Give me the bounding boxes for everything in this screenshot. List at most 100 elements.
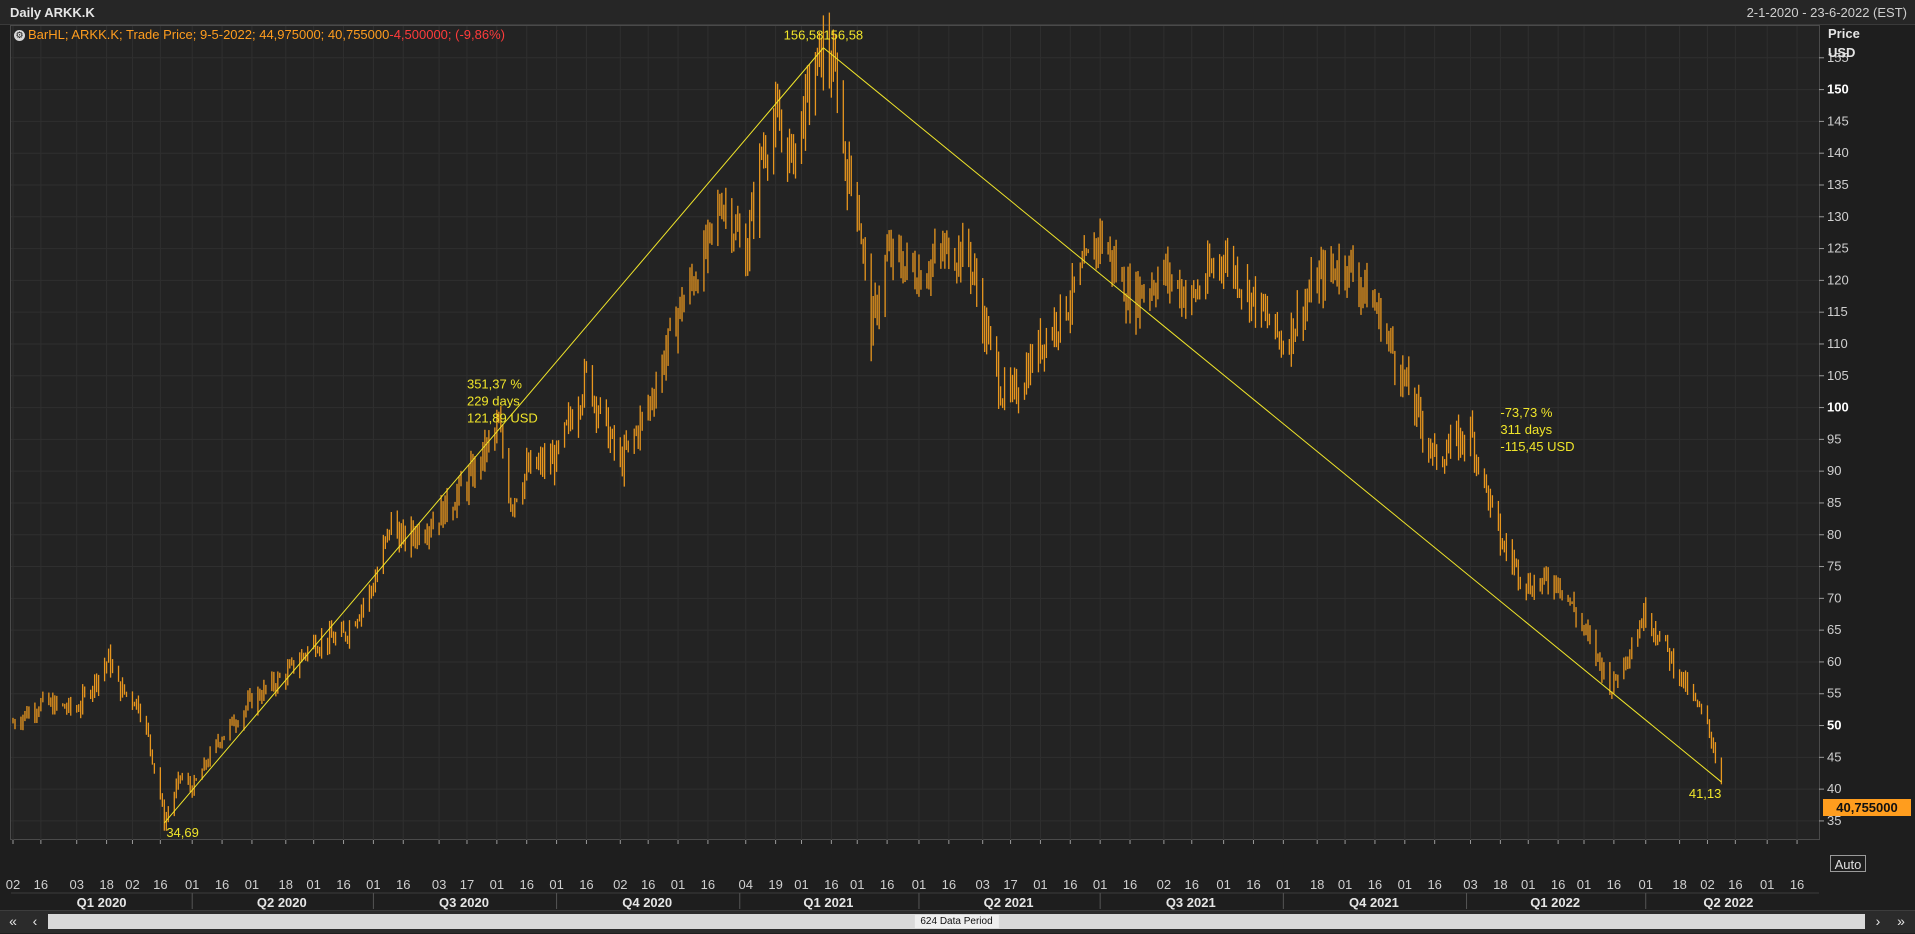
y-tick-label: 100	[1827, 400, 1849, 415]
y-tick-label: 140	[1827, 145, 1849, 160]
x-tick-label: 16	[942, 877, 956, 892]
x-tick-label: 01	[306, 877, 320, 892]
double-chevron-right-icon[interactable]: »	[1897, 913, 1905, 929]
x-tick-label: 01	[1577, 877, 1591, 892]
x-tick-label: 16	[579, 877, 593, 892]
x-tick-label: 18	[1310, 877, 1324, 892]
y-tick-label: 120	[1827, 272, 1849, 287]
chevron-left-icon[interactable]: ‹	[32, 913, 38, 929]
x-tick-label: 01	[1760, 877, 1774, 892]
x-tick-label: 16	[1368, 877, 1382, 892]
y-tick-label: 125	[1827, 241, 1849, 256]
x-tick-label: 01	[549, 877, 563, 892]
x-tick-label: 17	[460, 877, 474, 892]
last-price-marker: 40,755000	[1823, 799, 1911, 816]
y-axis-unit-price: Price	[1828, 26, 1860, 41]
measure-annotation: -73,73 %	[1500, 405, 1552, 420]
x-tick-label: 01	[1216, 877, 1230, 892]
x-tick-label: 16	[1551, 877, 1565, 892]
quarter-label: Q4 2021	[1349, 895, 1399, 910]
trend-line	[163, 47, 824, 824]
y-tick-label: 65	[1827, 622, 1841, 637]
quarter-label: Q3 2020	[439, 895, 489, 910]
y-tick-label: 35	[1827, 813, 1841, 828]
y-tick-label: 40	[1827, 781, 1841, 796]
x-tick-label: 16	[641, 877, 655, 892]
price-annotation: 34,69	[166, 825, 199, 840]
x-tick-label: 16	[1246, 877, 1260, 892]
series-legend[interactable]: ⚙ BarHL; ARKK.K; Trade Price; 9-5-2022; 4…	[14, 27, 505, 42]
price-chart[interactable]: 35 40 45 50 55 60 65 70 75 80 85 90 95 100 105 110 115 12…	[0, 0, 1915, 910]
x-tick-label: 03	[432, 877, 446, 892]
x-tick-label: 16	[215, 877, 229, 892]
y-tick-label: 90	[1827, 463, 1841, 478]
x-tick-label: 01	[245, 877, 259, 892]
measure-annotation: 121,89 USD	[467, 410, 538, 425]
x-tick-label: 16	[1427, 877, 1441, 892]
x-tick-label: 03	[1463, 877, 1477, 892]
quarter-label: Q2 2020	[257, 895, 307, 910]
chevron-right-icon[interactable]: ›	[1875, 913, 1881, 929]
y-tick-label: 150	[1827, 82, 1849, 97]
y-tick-label: 55	[1827, 686, 1841, 701]
x-tick-label: 16	[1790, 877, 1804, 892]
x-tick-label: 18	[279, 877, 293, 892]
x-tick-label: 01	[850, 877, 864, 892]
legend-text: BarHL; ARKK.K; Trade Price; 9-5-2022; 44…	[28, 27, 390, 42]
plot-area[interactable]	[10, 25, 1820, 840]
y-tick-label: 115	[1827, 304, 1848, 319]
x-tick-label: 03	[69, 877, 83, 892]
trend-line	[823, 47, 1722, 783]
y-tick-label: 80	[1827, 527, 1841, 542]
x-tick-label: 01	[794, 877, 808, 892]
x-tick-label: 16	[824, 877, 838, 892]
quarter-label: Q4 2020	[622, 895, 672, 910]
chart-title-bar: Daily ARKK.K 2-1-2020 - 23-6-2022 (EST)	[0, 0, 1915, 25]
x-tick-label: 16	[153, 877, 167, 892]
x-tick-label: 01	[1338, 877, 1352, 892]
y-tick-label: 105	[1827, 368, 1849, 383]
y-tick-label: 155	[1827, 50, 1849, 65]
x-tick-label: 16	[701, 877, 715, 892]
quarter-label: Q1 2021	[803, 895, 853, 910]
x-tick-label: 16	[1063, 877, 1077, 892]
x-tick-label: 18	[1672, 877, 1686, 892]
y-tick-label: 75	[1827, 559, 1841, 574]
scroll-track[interactable]: 624 Data Period	[48, 914, 1865, 929]
y-tick-label: 130	[1827, 209, 1849, 224]
quarter-label: Q1 2020	[77, 895, 127, 910]
auto-scale-button[interactable]: Auto	[1830, 855, 1866, 872]
x-tick-label: 04	[739, 877, 753, 892]
double-chevron-left-icon[interactable]: «	[9, 913, 17, 929]
x-tick-label: 19	[768, 877, 782, 892]
x-tick-label: 01	[912, 877, 926, 892]
x-tick-label: 18	[99, 877, 113, 892]
measure-annotation: 351,37 %	[467, 376, 522, 391]
x-tick-label: 17	[1003, 877, 1017, 892]
y-tick-label: 110	[1827, 336, 1848, 351]
x-tick-label: 02	[125, 877, 139, 892]
x-tick-label: 01	[490, 877, 504, 892]
time-scrollbar[interactable]: « ‹ 624 Data Period › »	[0, 910, 1915, 933]
y-tick-label: 50	[1827, 718, 1841, 733]
x-tick-label: 16	[1185, 877, 1199, 892]
y-tick-label: 45	[1827, 749, 1841, 764]
y-tick-label: 145	[1827, 113, 1849, 128]
x-tick-label: 01	[185, 877, 199, 892]
legend-change: -4,500000; (-9,86%)	[389, 27, 505, 42]
x-tick-label: 01	[671, 877, 685, 892]
y-tick-label: 95	[1827, 431, 1841, 446]
measure-annotation: 229 days	[467, 393, 520, 408]
x-tick-label: 01	[1521, 877, 1535, 892]
quarter-label: Q3 2021	[1166, 895, 1216, 910]
quarter-label: Q2 2021	[984, 895, 1034, 910]
x-tick-label: 16	[336, 877, 350, 892]
measure-annotation: 311 days	[1500, 422, 1552, 437]
y-tick-label: 60	[1827, 654, 1841, 669]
price-annotation: 41,13	[1689, 786, 1722, 801]
x-tick-label: 16	[1607, 877, 1621, 892]
x-tick-label: 16	[396, 877, 410, 892]
chart-title: Daily ARKK.K	[10, 5, 95, 20]
x-tick-label: 16	[519, 877, 533, 892]
settings-icon[interactable]: ⚙	[14, 30, 25, 41]
